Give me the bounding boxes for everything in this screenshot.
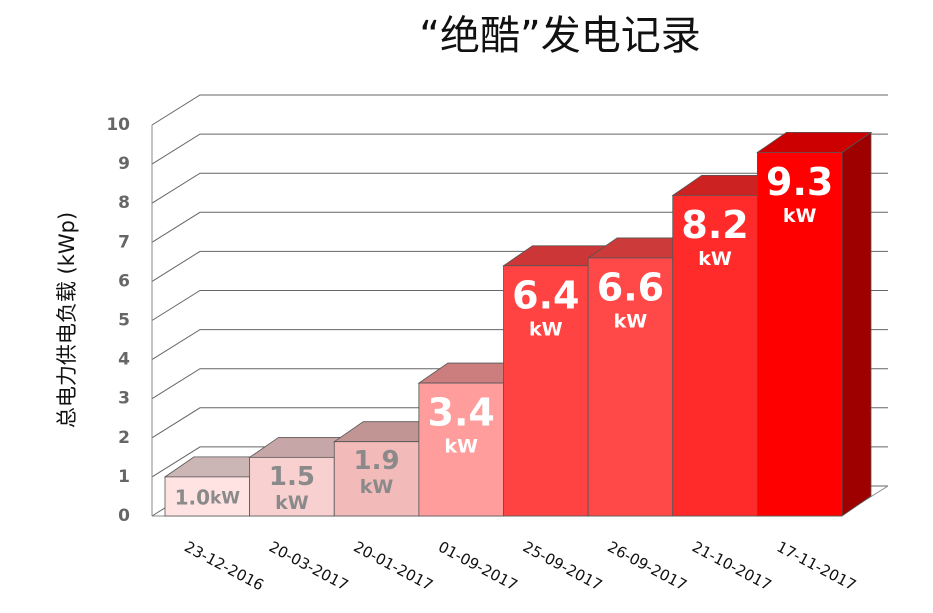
data-label-unit: kW (360, 476, 394, 498)
x-tick-label: 20-03-2017 (266, 538, 351, 595)
y-tick-label: 9 (118, 154, 130, 174)
bar-side (841, 131, 872, 517)
data-label-value: 9.3 (766, 160, 833, 204)
grid-line (151, 211, 888, 243)
data-label-unit: kW (698, 248, 732, 270)
y-tick-label: 6 (118, 271, 130, 291)
x-tick-label: 23-12-2016 (181, 538, 266, 595)
y-tick-label: 1 (118, 467, 130, 487)
y-tick-label: 4 (118, 350, 130, 370)
y-tick-label: 3 (118, 389, 130, 409)
y-axis-label: 总电力供电负载 (kWp) (55, 212, 79, 428)
y-tick-label: 5 (118, 311, 130, 331)
data-label-value: 6.6 (597, 265, 664, 309)
x-tick-label: 01-09-2017 (435, 538, 520, 595)
x-tick-label: 25-09-2017 (520, 538, 605, 595)
y-tick-label: 2 (118, 428, 130, 448)
y-tick-label: 10 (106, 115, 130, 135)
bar-front (587, 257, 674, 517)
data-label-value: 1.0 (175, 485, 210, 509)
y-tick-label: 7 (118, 232, 130, 252)
data-label-unit: kW (210, 488, 240, 508)
y-tick-label: 0 (118, 506, 130, 526)
data-label-value: 1.9 (354, 446, 400, 476)
bar (756, 131, 873, 517)
grid-line (151, 133, 888, 165)
data-label-unit: kW (614, 310, 648, 332)
data-label-unit: kW (444, 436, 478, 458)
grid-line (151, 172, 888, 204)
y-tick-label: 8 (118, 193, 130, 213)
bar-front (756, 151, 843, 517)
bar-front (672, 194, 758, 517)
data-label-value: 1.5 (269, 462, 315, 492)
x-tick-label: 17-11-2017 (774, 538, 859, 595)
data-label-unit: kW (529, 318, 563, 340)
grid-line (151, 94, 888, 126)
data-label-value: 8.2 (681, 203, 748, 247)
data-label-value: 6.4 (512, 273, 579, 317)
x-tick-label: 26-09-2017 (604, 538, 689, 595)
data-label-unit: kW (275, 492, 309, 514)
bar-front (503, 265, 589, 517)
data-label-unit: kW (783, 205, 817, 227)
bar-front (418, 382, 504, 517)
chart-title: “绝酷”发电记录 (419, 13, 700, 59)
bar-front (333, 441, 420, 517)
data-label: 1.0kW (175, 485, 241, 509)
x-tick-label: 21-10-2017 (689, 538, 774, 595)
data-label-value: 3.4 (428, 391, 495, 435)
bar-front (249, 456, 335, 517)
x-tick-label: 20-01-2017 (351, 538, 436, 595)
